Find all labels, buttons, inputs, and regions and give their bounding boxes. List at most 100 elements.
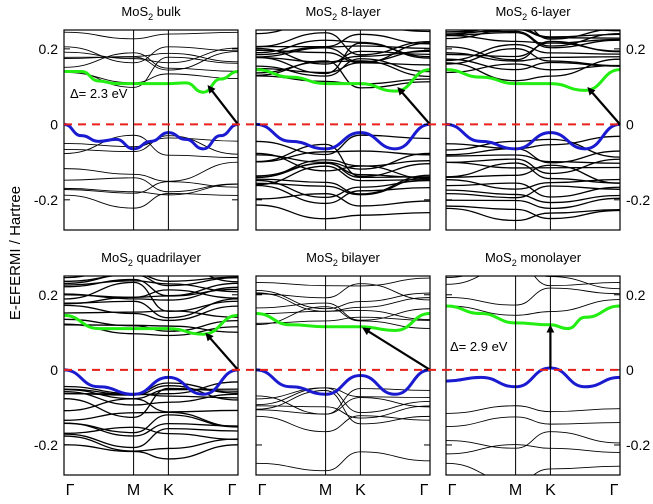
band-line — [64, 304, 238, 322]
band-line — [64, 427, 238, 449]
band-line — [446, 444, 620, 455]
y-tick-label: -0.2 — [34, 192, 58, 208]
band-line — [64, 177, 238, 193]
band-line — [446, 416, 620, 428]
panel-title: MoS2 monolayer — [485, 250, 582, 268]
band-line — [64, 411, 238, 428]
band-line — [256, 45, 430, 56]
band-line — [256, 176, 430, 196]
band-line — [64, 324, 238, 333]
band-line — [64, 414, 238, 434]
band-line — [446, 158, 620, 175]
band-line — [64, 276, 238, 287]
band-line — [446, 205, 620, 220]
panel-title: MoS2 quadrilayer — [101, 250, 201, 268]
band-line — [256, 204, 430, 220]
panel-title-prefix: MoS — [485, 250, 512, 265]
panel-2: MoS2 8-layer — [255, 4, 431, 231]
band-line — [446, 276, 620, 290]
y-tick-label: -0.2 — [626, 437, 650, 453]
band-line — [64, 276, 238, 285]
band-line — [256, 150, 430, 163]
panel-6: MoS2 monolayer Δ= 2.9 eV 0.2 0 -0.2 Γ M K Γ — [445, 250, 650, 499]
panel-title-subscript: 2 — [148, 12, 153, 22]
band-line — [256, 451, 430, 472]
panel-title-subscript: 2 — [512, 258, 517, 268]
band-line — [446, 287, 620, 306]
band-line — [256, 405, 430, 419]
band-line — [256, 152, 430, 170]
band-line — [446, 58, 620, 71]
band-line — [446, 197, 620, 210]
valence-band-max-line — [256, 122, 430, 151]
band-line — [256, 60, 430, 89]
band-line — [446, 182, 620, 198]
panel-title-suffix: bilayer — [338, 250, 381, 265]
band-line — [446, 43, 620, 62]
band-line — [256, 397, 430, 415]
band-line — [256, 292, 430, 312]
y-tick-label: 0 — [50, 116, 58, 132]
y-tick-label: -0.2 — [34, 437, 58, 453]
x-tick-label: Γ — [66, 482, 75, 499]
conduction-band-min-line — [446, 68, 620, 92]
y-tick-label: -0.2 — [626, 192, 650, 208]
band-line — [256, 390, 430, 425]
valence-band-max-line — [446, 122, 620, 151]
band-line — [64, 444, 238, 460]
y-tick-label: 0.2 — [39, 287, 59, 303]
band-line — [256, 30, 430, 35]
y-tick-label: 0 — [50, 362, 58, 378]
panel-frame — [63, 29, 239, 231]
valence-band-max-line — [64, 368, 238, 396]
band-line — [256, 162, 430, 179]
panel-title: MoS2 8-layer — [305, 4, 381, 22]
transition-arrow — [397, 86, 431, 126]
band-line — [64, 161, 238, 182]
band-line — [256, 415, 430, 433]
panel-4: MoS2 quadrilayer 0.2 0 -0.2 Γ M K Γ — [34, 250, 239, 499]
x-tick-label: M — [509, 482, 522, 499]
band-line — [64, 281, 238, 313]
band-line — [64, 47, 238, 64]
panel-frame — [255, 275, 431, 476]
panel-title: MoS2 6-layer — [495, 4, 571, 22]
panel-title-suffix: 8-layer — [337, 4, 381, 19]
band-line — [256, 62, 430, 74]
band-line — [64, 181, 238, 194]
band-line — [256, 47, 430, 63]
panel-title-prefix: MoS — [305, 4, 332, 19]
panel-3: MoS2 6-layer 0.2 0 -0.2 — [445, 4, 650, 231]
band-line — [446, 30, 620, 38]
y-tick-label: 0.2 — [39, 41, 59, 57]
band-line — [256, 289, 430, 310]
band-line — [64, 52, 238, 72]
band-line — [256, 42, 430, 75]
band-line — [64, 288, 238, 299]
panel-plot-area — [64, 31, 238, 209]
panel-5: MoS2 bilayer Γ M K Γ — [255, 250, 431, 499]
panel-title-subscript: 2 — [522, 12, 527, 22]
x-tick-label: Γ — [420, 482, 429, 499]
band-line — [256, 387, 430, 414]
band-line — [256, 316, 430, 324]
panel-title-suffix: monolayer — [517, 250, 582, 265]
band-line — [64, 422, 238, 437]
band-line — [256, 152, 430, 172]
valence-band-max-line — [256, 368, 430, 396]
y-tick-label: 0 — [626, 362, 634, 378]
transition-arrow — [207, 85, 239, 126]
band-line — [446, 154, 620, 164]
panel-plot-area — [446, 276, 620, 475]
conduction-band-min-line — [446, 304, 620, 331]
band-line — [64, 289, 238, 305]
band-line — [446, 189, 620, 204]
band-line — [446, 161, 620, 169]
band-line — [256, 306, 430, 329]
x-tick-label: M — [319, 482, 332, 499]
panel-title-prefix: MoS — [101, 250, 128, 265]
valence-band-max-line — [64, 122, 238, 151]
panel-plot-area — [446, 30, 620, 222]
panel-title-prefix: MoS — [495, 4, 522, 19]
